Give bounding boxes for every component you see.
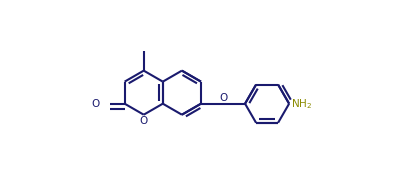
Text: O: O (91, 99, 99, 109)
Text: O: O (219, 93, 227, 103)
Text: O: O (140, 116, 148, 126)
Text: NH$_2$: NH$_2$ (291, 97, 313, 111)
